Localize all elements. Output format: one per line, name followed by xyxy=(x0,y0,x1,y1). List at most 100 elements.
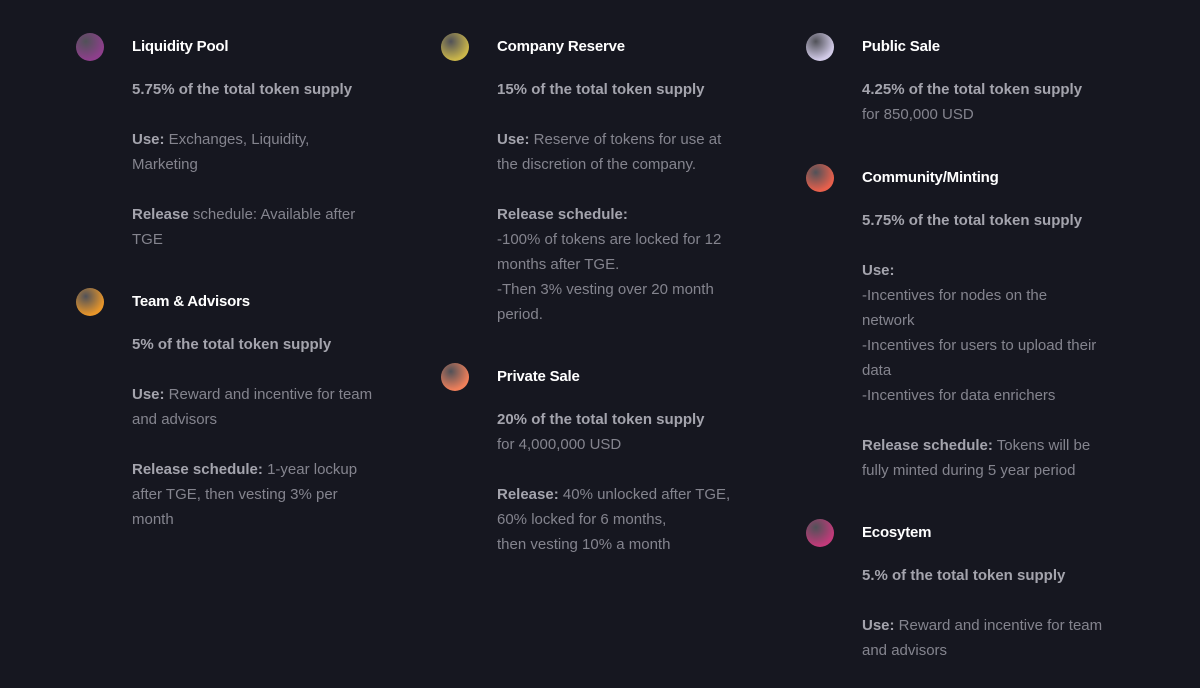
label-bold: Release schedule: xyxy=(132,461,263,478)
text-value: and advisors xyxy=(862,642,948,659)
text-line: Use: Reward and incentive for team xyxy=(862,613,1152,638)
allocation-paragraph: 20% of the total token supply for 4,000,0… xyxy=(497,407,787,457)
allocation-paragraph: 5.75% of the total token supply xyxy=(862,208,1152,233)
allocation-title: Company Reserve xyxy=(497,38,625,55)
text-value: Reward and incentive for team xyxy=(894,617,1103,634)
text-line: month xyxy=(132,507,422,532)
text-value: 40% unlocked after TGE, xyxy=(558,486,731,503)
text-value: 60% locked for 6 months, xyxy=(497,511,667,528)
color-dot-icon xyxy=(806,33,834,61)
color-dot-icon xyxy=(806,164,834,192)
text-line: 4.25% of the total token supply xyxy=(862,77,1152,102)
text-line: and advisors xyxy=(862,638,1152,663)
text-value: Reserve of tokens for use at xyxy=(529,131,722,148)
allocation-paragraph: Use: Reserve of tokens for use at the dis… xyxy=(497,127,787,177)
label-bold: Use: xyxy=(497,131,530,148)
allocation-paragraph: 4.25% of the total token supply for 850,0… xyxy=(862,77,1152,127)
text-value: -Incentives for nodes on the xyxy=(862,287,1048,304)
text-line: months after TGE. xyxy=(497,252,787,277)
text-line: the discretion of the company. xyxy=(497,152,787,177)
label-bold: 15% of the total token supply xyxy=(497,81,705,98)
allocation-title: Private Sale xyxy=(497,368,580,385)
allocation-title: Public Sale xyxy=(862,38,940,55)
allocation-paragraph: 5.75% of the total token supply xyxy=(132,77,422,102)
text-line: Marketing xyxy=(132,152,422,177)
allocation-paragraph: Release schedule: 1-year lockup after TGE… xyxy=(132,457,422,532)
label-bold: 5% of the total token supply xyxy=(132,336,332,353)
label-bold: 5.75% of the total token supply xyxy=(862,212,1083,229)
text-line: and advisors xyxy=(132,407,422,432)
text-line: Release schedule: Tokens will be xyxy=(862,433,1152,458)
color-dot-icon xyxy=(76,288,104,316)
allocation-paragraph: Use: -Incentives for nodes on the network -… xyxy=(862,258,1152,408)
text-value: months after TGE. xyxy=(497,256,620,273)
allocation-paragraph: Use: Reward and incentive for team and ad… xyxy=(862,613,1152,663)
text-value: -Incentives for data enrichers xyxy=(862,387,1056,404)
allocation-paragraph: Release schedule: Available after TGE xyxy=(132,202,422,252)
text-value: then vesting 10% a month xyxy=(497,536,671,553)
text-value: the discretion of the company. xyxy=(497,156,696,173)
color-dot-icon xyxy=(806,519,834,547)
text-line: Use: Reserve of tokens for use at xyxy=(497,127,787,152)
label-bold: Use: xyxy=(862,262,895,279)
text-line: 5% of the total token supply xyxy=(132,332,422,357)
text-value: month xyxy=(132,511,174,528)
text-line: Release schedule: 1-year lockup xyxy=(132,457,422,482)
label-bold: Use: xyxy=(132,386,165,403)
text-line: after TGE, then vesting 3% per xyxy=(132,482,422,507)
label-bold: Use: xyxy=(862,617,895,634)
text-line: -Incentives for nodes on the xyxy=(862,283,1152,308)
text-line: network xyxy=(862,308,1152,333)
allocation-paragraph: 5.% of the total token supply xyxy=(862,563,1152,588)
text-value: -Then 3% vesting over 20 month xyxy=(497,281,714,298)
text-value: -Incentives for users to upload their xyxy=(862,337,1097,354)
allocation-paragraph: Release: 40% unlocked after TGE, 60% lock… xyxy=(497,482,787,557)
text-line: for 850,000 USD xyxy=(862,102,1152,127)
text-line: -100% of tokens are locked for 12 xyxy=(497,227,787,252)
allocation-paragraph: Use: Reward and incentive for team and ad… xyxy=(132,382,422,432)
text-line: 20% of the total token supply xyxy=(497,407,787,432)
label-bold: 20% of the total token supply xyxy=(497,411,705,428)
text-line: 15% of the total token supply xyxy=(497,77,787,102)
color-dot-icon xyxy=(76,33,104,61)
allocation-title: Ecosytem xyxy=(862,524,932,541)
allocation-title: Liquidity Pool xyxy=(132,38,229,55)
label-bold: Release xyxy=(132,206,189,223)
text-line: 5.75% of the total token supply xyxy=(132,77,422,102)
text-value: Marketing xyxy=(132,156,198,173)
text-line: 60% locked for 6 months, xyxy=(497,507,787,532)
text-line: 5.% of the total token supply xyxy=(862,563,1152,588)
text-line: -Then 3% vesting over 20 month xyxy=(497,277,787,302)
text-line: -Incentives for data enrichers xyxy=(862,383,1152,408)
color-dot-icon xyxy=(441,33,469,61)
text-value: and advisors xyxy=(132,411,218,428)
text-line: Release schedule: xyxy=(497,202,787,227)
text-value: after TGE, then vesting 3% per xyxy=(132,486,338,503)
text-line: fully minted during 5 year period xyxy=(862,458,1152,483)
allocation-paragraph: Release schedule: -100% of tokens are loc… xyxy=(497,202,787,327)
text-value: fully minted during 5 year period xyxy=(862,462,1076,479)
text-value: data xyxy=(862,362,892,379)
text-line: data xyxy=(862,358,1152,383)
label-bold: Release schedule: xyxy=(862,437,993,454)
label-bold: 5.% of the total token supply xyxy=(862,567,1066,584)
text-value: network xyxy=(862,312,915,329)
allocation-title: Community/Minting xyxy=(862,169,999,186)
text-value: Reward and incentive for team xyxy=(164,386,373,403)
text-line: Release schedule: Available after xyxy=(132,202,422,227)
text-line: period. xyxy=(497,302,787,327)
allocation-paragraph: Release schedule: Tokens will be fully mi… xyxy=(862,433,1152,483)
text-line: -Incentives for users to upload their xyxy=(862,333,1152,358)
text-value: -100% of tokens are locked for 12 xyxy=(497,231,722,248)
text-value: 1-year lockup xyxy=(262,461,358,478)
text-value: TGE xyxy=(132,231,163,248)
label-bold: 4.25% of the total token supply xyxy=(862,81,1083,98)
text-line: Use: xyxy=(862,258,1152,283)
text-line: then vesting 10% a month xyxy=(497,532,787,557)
text-value: for 4,000,000 USD xyxy=(497,436,622,453)
color-dot-icon xyxy=(441,363,469,391)
allocation-paragraph: 15% of the total token supply xyxy=(497,77,787,102)
label-bold: 5.75% of the total token supply xyxy=(132,81,353,98)
label-bold: Release: xyxy=(497,486,559,503)
text-value: schedule: Available after xyxy=(188,206,356,223)
